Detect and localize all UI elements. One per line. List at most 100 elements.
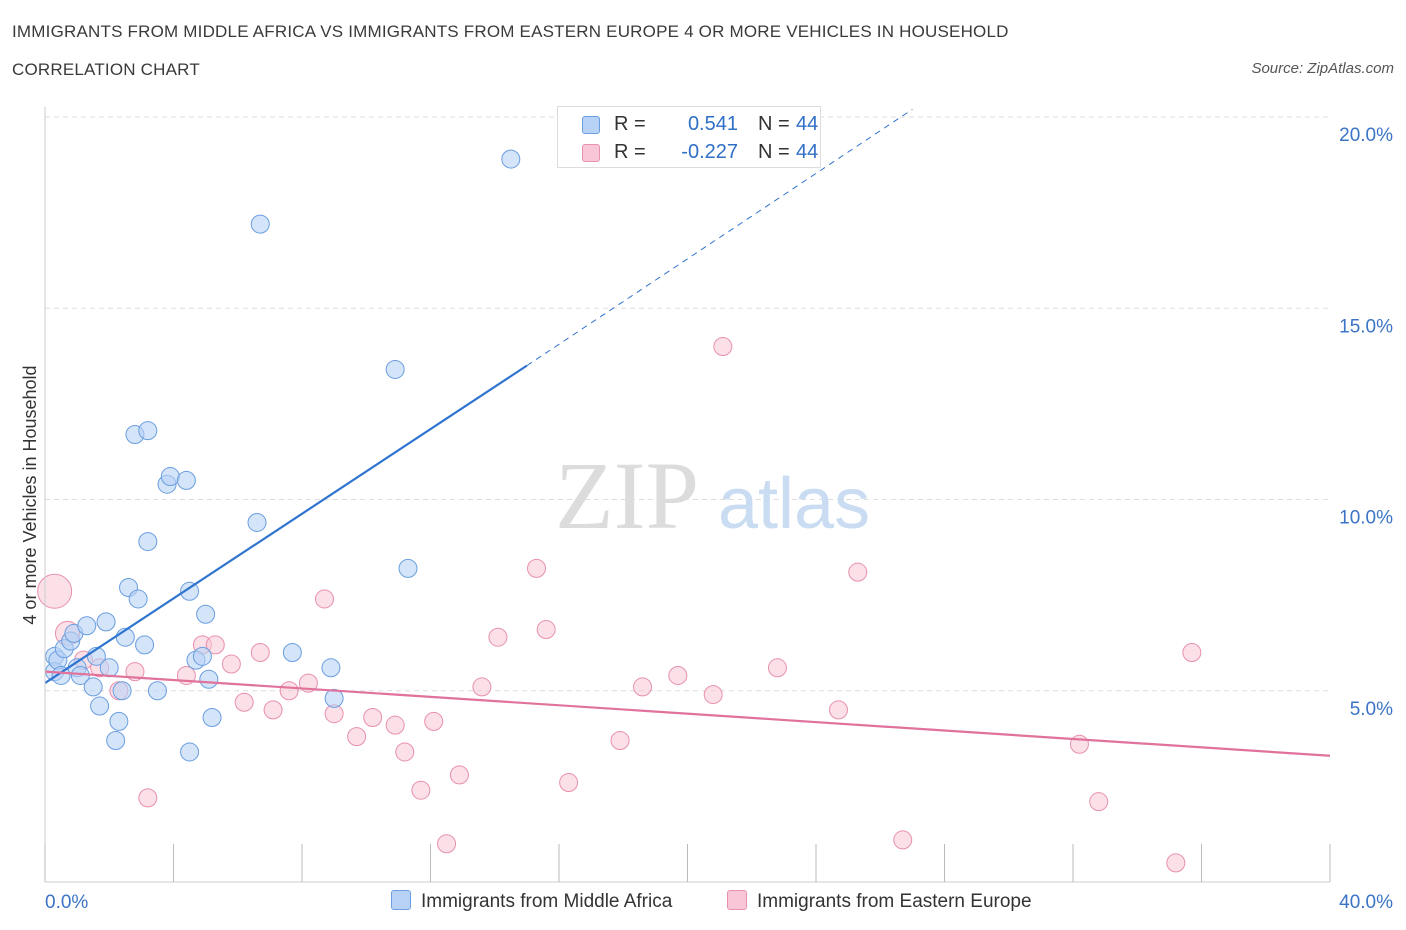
data-point-eastern-europe — [703, 685, 723, 705]
series-eastern-europe — [37, 337, 1202, 873]
data-point-eastern-europe — [263, 700, 283, 720]
data-point-middle-africa — [112, 681, 132, 701]
data-point-middle-africa — [385, 359, 405, 379]
y-tick-label: 20.0% — [1339, 125, 1393, 146]
data-point-middle-africa — [192, 646, 212, 666]
data-point-eastern-europe — [668, 665, 688, 685]
legend-r-label: R = — [614, 113, 646, 135]
data-point-eastern-europe — [527, 558, 547, 578]
data-point-middle-africa — [199, 669, 219, 689]
stats-legend: R = 0.541 N = 44 R = -0.227 N = 44 — [557, 106, 821, 168]
bottom-legend-eastern-europe: Immigrants from Eastern Europe — [727, 890, 1032, 913]
data-point-middle-africa — [138, 532, 158, 552]
data-point-middle-africa — [180, 581, 200, 601]
data-point-middle-africa — [202, 708, 222, 728]
data-point-middle-africa — [160, 467, 180, 487]
y-axis-label: 4 or more Vehicles in Household — [20, 365, 40, 624]
data-point-eastern-europe — [559, 773, 579, 793]
data-point-eastern-europe — [385, 715, 405, 735]
legend-n-label: N = — [758, 141, 790, 163]
legend-r-label: R = — [614, 141, 646, 163]
data-point-eastern-europe — [347, 727, 367, 747]
data-point-eastern-europe — [250, 643, 270, 662]
source-label: Source: ZipAtlas.com — [1251, 60, 1394, 77]
data-point-eastern-europe — [279, 681, 299, 701]
x-tick-label: 0.0% — [45, 892, 88, 913]
data-point-middle-africa — [135, 635, 155, 655]
y-tick-label: 5.0% — [1350, 699, 1393, 720]
data-point-eastern-europe — [536, 620, 556, 640]
data-point-eastern-europe — [411, 780, 431, 800]
data-point-eastern-europe — [713, 337, 733, 356]
legend-n-value: 44 — [796, 113, 819, 135]
bottom-legend-label: Immigrants from Eastern Europe — [757, 891, 1032, 912]
data-point-middle-africa — [247, 512, 267, 532]
axis-layer: 5.0% 10.0% 15.0% 20.0% 0.0% 40.0% — [44, 107, 1393, 913]
watermark-atlas: atlas — [718, 464, 870, 544]
data-point-middle-africa — [180, 742, 200, 762]
legend-r-value: 0.541 — [687, 113, 738, 135]
bottom-legend-swatch-pink — [727, 890, 747, 910]
chart-title: IMMIGRANTS FROM MIDDLE AFRICA VS IMMIGRA… — [12, 22, 1009, 41]
legend-swatch-blue — [582, 116, 600, 134]
data-point-middle-africa — [321, 658, 341, 678]
data-point-eastern-europe — [633, 677, 653, 697]
data-point-middle-africa — [250, 214, 270, 234]
data-point-eastern-europe — [234, 692, 254, 712]
data-point-eastern-europe — [314, 589, 334, 609]
y-tick-label: 10.0% — [1339, 508, 1393, 529]
watermark-zip: ZIP — [555, 442, 699, 549]
data-point-eastern-europe — [1166, 853, 1186, 873]
data-point-middle-africa — [99, 658, 119, 678]
data-point-eastern-europe — [138, 788, 158, 808]
data-point-eastern-europe — [1182, 643, 1202, 662]
trend-line-middle-africa-extension — [526, 108, 913, 367]
data-point-middle-africa — [83, 677, 103, 697]
data-point-middle-africa — [196, 604, 216, 624]
data-point-middle-africa — [324, 688, 344, 708]
data-point-middle-africa — [109, 711, 129, 731]
data-point-middle-africa — [147, 681, 167, 701]
x-tick-label: 40.0% — [1339, 892, 1393, 913]
data-point-middle-africa — [96, 612, 116, 632]
bottom-legend-swatch-blue — [391, 890, 411, 910]
y-tick-label: 15.0% — [1339, 316, 1393, 337]
trend-lines — [44, 108, 1331, 757]
chart-subtitle: CORRELATION CHART — [12, 60, 200, 79]
data-point-eastern-europe — [1089, 792, 1109, 812]
data-point-middle-africa — [77, 616, 97, 636]
data-point-eastern-europe — [610, 730, 630, 750]
legend-n-label: N = — [758, 113, 790, 135]
data-point-eastern-europe — [37, 573, 73, 609]
data-point-eastern-europe — [424, 711, 444, 731]
trend-line-middle-africa — [44, 364, 528, 685]
data-point-middle-africa — [90, 696, 110, 716]
data-point-middle-africa — [176, 470, 196, 490]
data-point-eastern-europe — [449, 765, 469, 785]
data-point-middle-africa — [138, 421, 158, 441]
trend-line-eastern-europe — [44, 670, 1331, 757]
data-point-eastern-europe — [828, 700, 848, 720]
data-point-eastern-europe — [437, 834, 457, 854]
data-point-eastern-europe — [893, 830, 913, 850]
legend-swatch-pink — [582, 144, 600, 162]
bottom-legend-middle-africa: Immigrants from Middle Africa — [391, 890, 672, 913]
data-point-eastern-europe — [488, 627, 508, 647]
data-point-middle-africa — [51, 665, 71, 685]
data-point-middle-africa — [282, 643, 302, 662]
series-middle-africa — [45, 149, 521, 762]
legend-n-value: 44 — [796, 141, 819, 163]
data-point-eastern-europe — [395, 742, 415, 762]
legend-r-value: -0.227 — [681, 141, 738, 163]
data-point-eastern-europe — [767, 658, 787, 678]
bottom-legend-label: Immigrants from Middle Africa — [421, 891, 673, 912]
data-point-eastern-europe — [472, 677, 492, 697]
data-point-eastern-europe — [221, 654, 241, 674]
data-point-middle-africa — [106, 730, 126, 750]
data-point-middle-africa — [501, 149, 521, 169]
grid-layer — [45, 116, 1330, 692]
data-point-eastern-europe — [205, 635, 225, 655]
data-point-middle-africa — [398, 558, 418, 578]
data-point-middle-africa — [128, 589, 148, 609]
